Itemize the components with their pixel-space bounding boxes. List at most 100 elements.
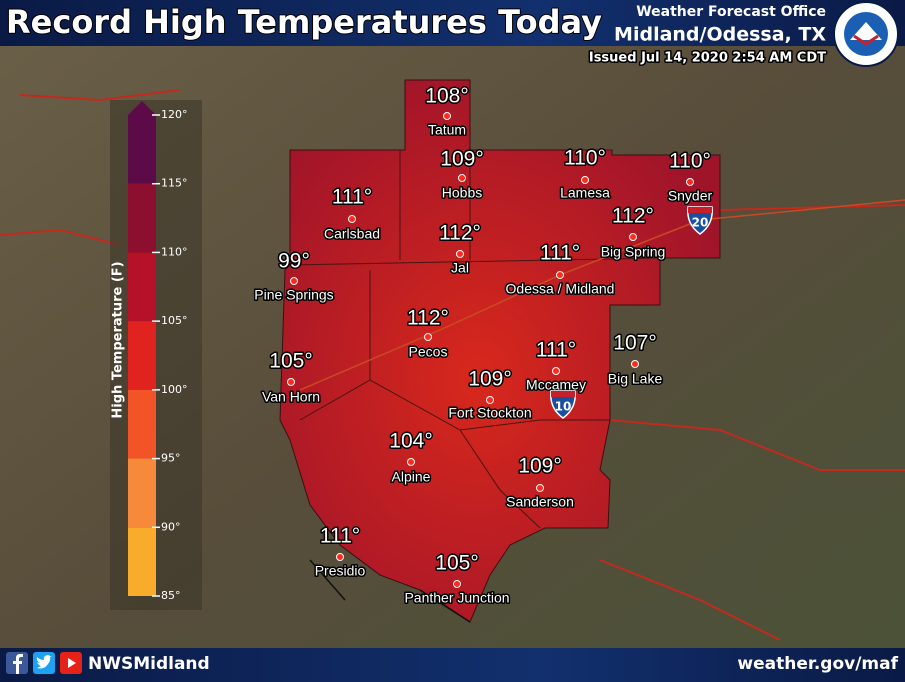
city-dot <box>631 360 639 368</box>
city: 109° Sanderson <box>505 453 576 511</box>
location: Midland/Odessa, TX <box>614 24 826 46</box>
city-temp: 105° <box>435 552 478 575</box>
legend-axis-label: High Temperature (F) <box>111 261 126 418</box>
city-dot <box>443 112 451 120</box>
legend-tick-label: 85° <box>161 589 181 602</box>
city-temp: 109° <box>518 455 561 478</box>
highway-number: 10 <box>555 400 572 414</box>
legend-band <box>128 389 156 459</box>
city-name: Hobbs <box>442 185 482 201</box>
city-temp: 109° <box>468 368 511 391</box>
city-dot <box>287 378 295 386</box>
city-temp: 104° <box>389 430 432 453</box>
city-dot <box>458 174 466 182</box>
shield-top <box>551 391 575 397</box>
city-name: Van Horn <box>262 389 320 405</box>
social-icons <box>6 652 82 674</box>
city-dot <box>629 233 637 241</box>
social-handle: NWSMidland <box>88 654 210 674</box>
city-dot <box>486 396 494 404</box>
city-name: Fort Stockton <box>448 405 531 421</box>
city: 105° Panther Junction <box>403 550 511 607</box>
issued: Issued Jul 14, 2020 2:54 AM CDT <box>589 51 826 66</box>
interstate-shield: 10 <box>550 390 576 419</box>
city-dot <box>456 250 464 258</box>
border <box>309 559 471 623</box>
city: 108° Tatum <box>424 83 470 139</box>
city-name: Pecos <box>409 344 448 360</box>
legend-band <box>128 252 156 322</box>
city: 111° Mccamey <box>525 337 588 394</box>
city: 111° Carlsbad <box>322 184 381 243</box>
shield-top <box>688 207 712 213</box>
city-name: Lamesa <box>560 185 610 201</box>
city: 112° Jal <box>438 220 483 277</box>
city-name: Panther Junction <box>404 590 509 606</box>
website: weather.gov/maf <box>737 654 898 674</box>
city-dot <box>536 484 544 492</box>
legend-tick-label: 100° <box>161 383 188 396</box>
nws-logo <box>833 1 899 67</box>
city: 110° Snyder <box>666 148 714 205</box>
city-temp: 112° <box>439 222 481 245</box>
city-name: Snyder <box>668 188 713 204</box>
city-temp: 105° <box>269 350 312 373</box>
legend-band <box>128 183 156 253</box>
legend-band <box>128 527 156 596</box>
city-dot <box>336 553 344 561</box>
city: 111° Presidio <box>313 523 367 580</box>
city: 99° Pine Springs <box>253 248 335 304</box>
city-name: Carlsbad <box>324 226 380 242</box>
forecast-area <box>279 79 721 623</box>
city-name: Jal <box>451 260 469 276</box>
city: 109° Fort Stockton <box>447 366 533 422</box>
city-name: Sanderson <box>506 494 574 510</box>
legend-tick-label: 110° <box>161 245 188 258</box>
city-temp: 99° <box>278 250 310 273</box>
footer-bar <box>0 648 905 682</box>
city-name: Tatum <box>428 122 466 138</box>
legend-tick-label: 95° <box>161 452 181 465</box>
legend-band <box>128 115 156 184</box>
city-temp: 110° <box>669 150 711 173</box>
city: 112° Pecos <box>406 305 451 361</box>
city-temp: 111° <box>536 339 576 362</box>
city-temp: 112° <box>612 205 654 228</box>
highway-number: 20 <box>692 216 709 230</box>
legend-band <box>128 321 156 390</box>
city: 105° Van Horn <box>260 348 321 406</box>
legend-tick-label: 115° <box>161 177 188 190</box>
city-name: Pine Springs <box>254 287 333 303</box>
header-bar <box>0 0 905 46</box>
interstate-shield: 20 <box>687 206 713 235</box>
shield-shape <box>550 390 576 419</box>
city-dot <box>424 333 432 341</box>
city-temp: 111° <box>332 186 372 209</box>
city: 112° Big Spring <box>599 203 667 261</box>
legend-arrow <box>128 101 156 115</box>
city-dot <box>581 176 589 184</box>
city-temp: 111° <box>320 525 360 548</box>
city-name: Mccamey <box>526 377 586 393</box>
legend-tick-label: 105° <box>161 314 188 327</box>
city-dot <box>556 271 564 279</box>
city-temp: 110° <box>564 147 606 170</box>
city: 104° Alpine <box>388 428 434 486</box>
city-labels: 108°Tatum109°Hobbs110°Lamesa110°Snyder11… <box>253 83 714 607</box>
city-dot <box>552 367 560 375</box>
city: 110° Lamesa <box>559 145 612 202</box>
office: Weather Forecast Office <box>636 4 826 20</box>
legend-band <box>128 458 156 528</box>
legend-tick-label: 90° <box>161 520 181 533</box>
city-temp: 108° <box>425 85 468 108</box>
legend: 120° 115° 110° 105° 100° 95° 90° 85° High Temper… <box>111 101 188 602</box>
city-dot <box>348 215 356 223</box>
city-temp: 111° <box>540 242 580 265</box>
city-dot <box>453 580 461 588</box>
shield-shape <box>687 206 713 235</box>
county-lines <box>289 150 661 529</box>
city-dot <box>686 178 694 186</box>
city-dot <box>290 277 298 285</box>
city-dot <box>407 458 415 466</box>
